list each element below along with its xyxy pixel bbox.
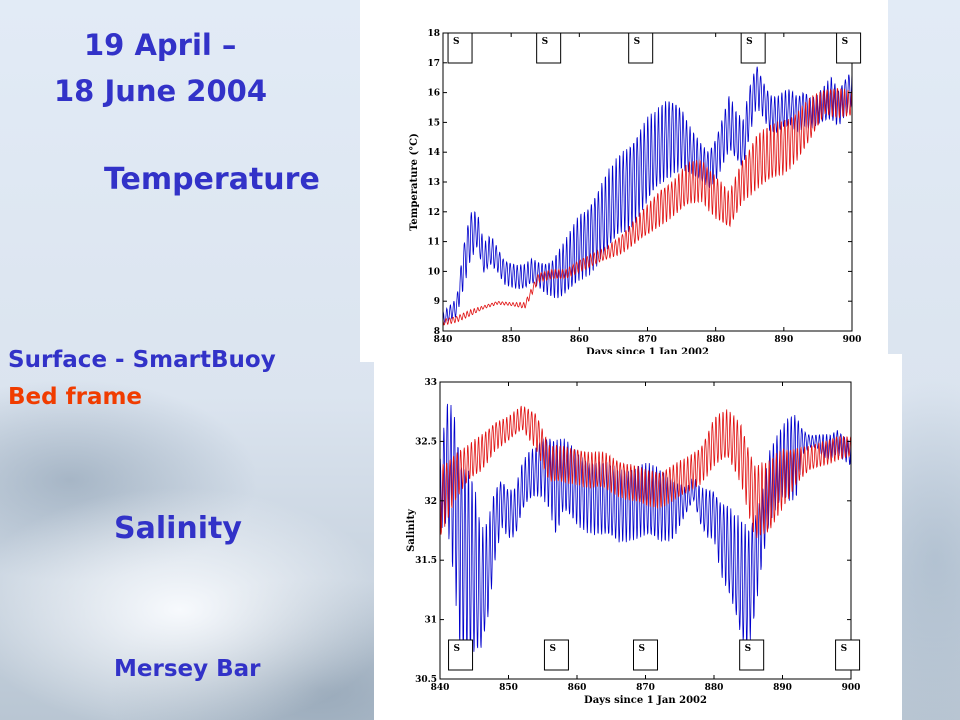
y-tick-label: 32 <box>424 497 437 507</box>
y-tick-label: 14 <box>427 148 440 158</box>
location-label: Mersey Bar <box>114 656 261 682</box>
sample-marker-box <box>536 32 562 64</box>
x-axis-label: Days since 1 Jan 2002 <box>584 695 707 706</box>
x-tick-label: 900 <box>843 335 862 345</box>
sample-marker-label: S <box>745 644 752 654</box>
y-tick-label: 16 <box>427 89 440 99</box>
y-tick-label: 30.5 <box>415 675 437 685</box>
surface-legend-label: Surface - SmartBuoy <box>8 347 276 373</box>
y-tick-label: 8 <box>434 327 440 337</box>
sample-marker-label: S <box>549 644 556 654</box>
y-tick-label: 9 <box>434 297 440 307</box>
sample-marker-box <box>448 639 474 671</box>
y-axis-label: Salinity <box>406 508 417 552</box>
sample-marker-label: S <box>842 37 849 47</box>
sample-marker-box <box>447 32 473 64</box>
sample-marker-label: S <box>542 37 549 47</box>
x-tick-label: 890 <box>773 683 792 693</box>
y-tick-label: 31 <box>424 616 437 626</box>
series-line-1 <box>442 87 853 326</box>
sample-marker-box <box>740 32 766 64</box>
y-tick-label: 17 <box>427 59 440 69</box>
x-tick-label: 840 <box>434 335 453 345</box>
temperature-label: Temperature <box>104 162 320 197</box>
y-tick-label: 15 <box>427 118 440 128</box>
sample-marker-label: S <box>841 644 848 654</box>
x-tick-label: 860 <box>570 335 589 345</box>
x-tick-label: 850 <box>499 683 518 693</box>
salinity-chart: 840 850 860 870 880 890 900 30.5 31 31.5 32 32.5 33 D… <box>374 354 902 720</box>
y-tick-label: 11 <box>427 238 440 248</box>
x-tick-label: 900 <box>842 683 861 693</box>
sample-marker-label: S <box>453 37 460 47</box>
sample-marker-box <box>836 32 862 64</box>
x-tick-label: 880 <box>706 335 725 345</box>
x-tick-label: 850 <box>502 335 521 345</box>
sample-marker-label: S <box>634 37 641 47</box>
sample-marker-label: S <box>639 644 646 654</box>
series-line-0 <box>439 403 852 659</box>
temperature-chart: 840 850 860 870 880 890 900 8 9 10 11 12 13 14 15 16 17 1… <box>360 0 888 362</box>
y-tick-label: 13 <box>427 178 440 188</box>
y-tick-label: 31.5 <box>415 556 437 566</box>
x-tick-label: 860 <box>568 683 587 693</box>
y-tick-label: 12 <box>427 208 440 218</box>
bed-legend-label: Bed frame <box>8 384 143 410</box>
x-tick-label: 840 <box>431 683 450 693</box>
salinity-label: Salinity <box>114 511 242 546</box>
sample-marker-box <box>628 32 654 64</box>
sample-marker-box <box>633 639 658 671</box>
sample-marker-box <box>543 639 569 671</box>
title-line-1: 19 April – <box>84 28 237 62</box>
y-tick-label: 18 <box>427 29 440 39</box>
title-line-2: 18 June 2004 <box>54 74 268 108</box>
sample-marker-box <box>835 639 861 671</box>
sample-marker-label: S <box>454 644 461 654</box>
sample-marker-label: S <box>746 37 753 47</box>
y-tick-label: 32.5 <box>415 437 437 447</box>
x-tick-label: 870 <box>638 335 657 345</box>
sample-marker-box <box>739 639 765 671</box>
x-tick-label: 870 <box>636 683 655 693</box>
x-tick-label: 880 <box>705 683 724 693</box>
y-axis-label: Temperature (°C) <box>409 133 420 231</box>
y-tick-label: 10 <box>427 267 440 277</box>
x-axis-label: Days since 1 Jan 2002 <box>586 347 709 358</box>
y-tick-label: 33 <box>424 378 437 388</box>
series-line-1 <box>439 405 852 539</box>
series-line-0 <box>442 66 853 324</box>
x-tick-label: 890 <box>774 335 793 345</box>
